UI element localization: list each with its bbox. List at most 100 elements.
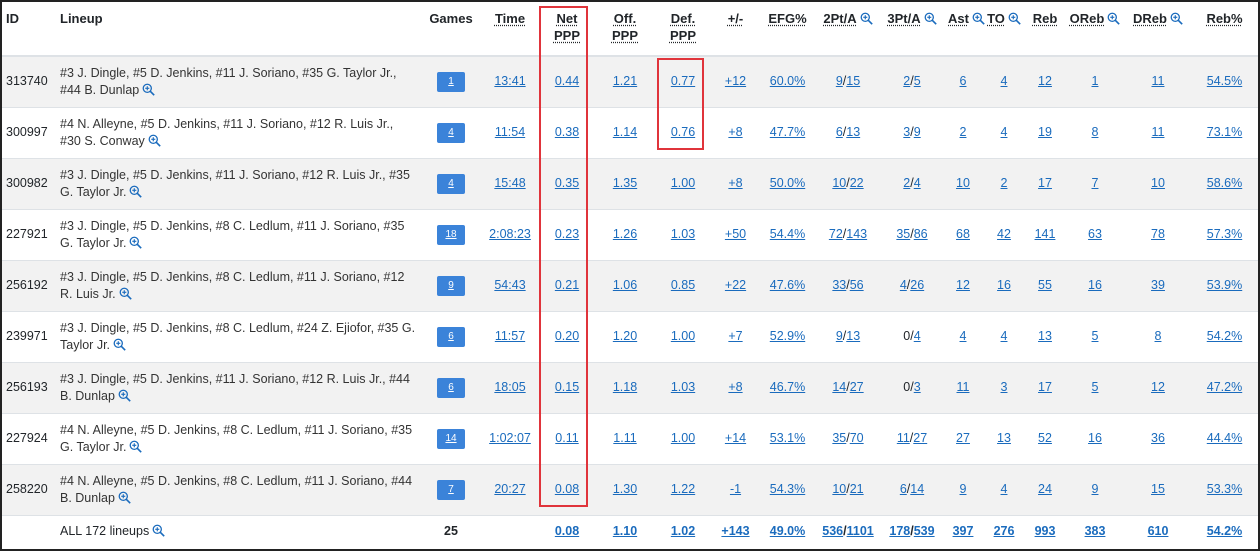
totals-def-ppp[interactable]: 1.02 bbox=[670, 523, 696, 538]
2pt-att-link[interactable]: 15 bbox=[846, 74, 861, 89]
to-link[interactable]: 4 bbox=[1000, 125, 1008, 139]
net-ppp-line1[interactable]: Net bbox=[556, 11, 578, 26]
off-ppp-link[interactable]: 1.11 bbox=[613, 431, 637, 445]
zoom-in-icon[interactable] bbox=[152, 524, 165, 537]
time-link[interactable]: 20:27 bbox=[494, 482, 526, 496]
totals-reb-pct[interactable]: 54.2% bbox=[1206, 523, 1243, 538]
ast-link[interactable]: 10 bbox=[956, 176, 970, 190]
sort-dreb[interactable]: DReb bbox=[1133, 11, 1167, 26]
col-header-time[interactable]: Time bbox=[482, 2, 538, 57]
efg-link[interactable]: 47.6% bbox=[769, 278, 806, 292]
zoom-in-icon[interactable] bbox=[1170, 12, 1183, 25]
zoom-in-icon[interactable] bbox=[860, 12, 873, 25]
col-header-plus-minus[interactable]: +/- bbox=[712, 2, 759, 57]
plus-minus-link[interactable]: +14 bbox=[724, 431, 747, 445]
net-ppp-link[interactable]: 0.21 bbox=[554, 278, 580, 292]
ast-link[interactable]: 2 bbox=[959, 125, 967, 139]
def-ppp-link[interactable]: 1.00 bbox=[670, 329, 696, 343]
games-badge[interactable]: 18 bbox=[437, 224, 465, 245]
totals-reb[interactable]: 993 bbox=[1034, 523, 1056, 538]
net-ppp-link[interactable]: 0.11 bbox=[555, 431, 579, 445]
2pt-made-link[interactable]: 9 bbox=[835, 329, 843, 343]
reb-link[interactable]: 55 bbox=[1038, 278, 1052, 292]
totals-3pt-made[interactable]: 178 bbox=[889, 523, 911, 538]
totals-off-ppp[interactable]: 1.10 bbox=[612, 523, 638, 538]
col-header-efg[interactable]: EFG% bbox=[759, 2, 816, 57]
totals-dreb[interactable]: 610 bbox=[1147, 523, 1169, 538]
oreb-link[interactable]: 5 bbox=[1091, 380, 1099, 394]
2pt-att-link[interactable]: 56 bbox=[849, 278, 864, 292]
3pt-made-link[interactable]: 2 bbox=[903, 74, 911, 89]
totals-plus-minus[interactable]: +143 bbox=[721, 523, 750, 538]
time-link[interactable]: 11:57 bbox=[494, 329, 526, 343]
ast-link[interactable]: 6 bbox=[959, 74, 967, 89]
oreb-link[interactable]: 63 bbox=[1088, 227, 1102, 241]
ast-link[interactable]: 68 bbox=[956, 227, 970, 241]
to-link[interactable]: 13 bbox=[997, 431, 1011, 445]
oreb-link[interactable]: 16 bbox=[1088, 278, 1102, 292]
plus-minus-link[interactable]: +7 bbox=[728, 329, 743, 343]
oreb-link[interactable]: 8 bbox=[1091, 125, 1099, 139]
games-badge[interactable]: 4 bbox=[437, 122, 465, 143]
plus-minus-link[interactable]: -1 bbox=[729, 482, 742, 496]
2pt-made-link[interactable]: 10 bbox=[832, 482, 847, 496]
dreb-link[interactable]: 11 bbox=[1151, 125, 1165, 139]
zoom-in-icon[interactable] bbox=[118, 491, 131, 504]
sort-time[interactable]: Time bbox=[494, 11, 526, 26]
totals-efg[interactable]: 49.0% bbox=[769, 523, 806, 538]
efg-link[interactable]: 53.1% bbox=[769, 431, 806, 445]
reb-pct-link[interactable]: 47.2% bbox=[1206, 380, 1243, 394]
def-ppp-link[interactable]: 0.77 bbox=[670, 74, 696, 89]
net-ppp-link[interactable]: 0.20 bbox=[554, 329, 580, 343]
3pt-made-link[interactable]: 2 bbox=[903, 176, 911, 190]
oreb-link[interactable]: 5 bbox=[1091, 329, 1099, 343]
reb-pct-link[interactable]: 54.2% bbox=[1206, 329, 1243, 343]
sort-3pt[interactable]: 3Pt/A bbox=[887, 11, 921, 26]
plus-minus-link[interactable]: +12 bbox=[724, 74, 747, 89]
col-header-off-ppp[interactable]: Off. PPP bbox=[596, 2, 654, 57]
zoom-in-icon[interactable] bbox=[118, 389, 131, 402]
reb-pct-link[interactable]: 53.9% bbox=[1206, 278, 1243, 292]
col-header-ast[interactable]: Ast bbox=[944, 2, 985, 57]
totals-oreb[interactable]: 383 bbox=[1084, 523, 1106, 538]
ast-link[interactable]: 11 bbox=[956, 380, 970, 394]
zoom-in-icon[interactable] bbox=[1107, 12, 1121, 25]
dreb-link[interactable]: 10 bbox=[1151, 176, 1165, 190]
col-header-oreb[interactable]: OReb bbox=[1064, 2, 1126, 57]
2pt-att-link[interactable]: 70 bbox=[849, 431, 864, 445]
sort-2pt[interactable]: 2Pt/A bbox=[823, 11, 857, 26]
zoom-in-icon[interactable] bbox=[119, 287, 132, 300]
totals-2pt-made[interactable]: 536 bbox=[822, 523, 844, 538]
def-ppp-link[interactable]: 1.22 bbox=[670, 482, 696, 496]
2pt-att-link[interactable]: 143 bbox=[846, 227, 868, 241]
2pt-made-link[interactable]: 6 bbox=[835, 125, 843, 139]
dreb-link[interactable]: 11 bbox=[1151, 74, 1165, 89]
zoom-in-icon[interactable] bbox=[129, 185, 143, 198]
sort-reb-pct[interactable]: Reb% bbox=[1206, 11, 1243, 26]
col-header-dreb[interactable]: DReb bbox=[1126, 2, 1190, 57]
3pt-att-link[interactable]: 86 bbox=[913, 227, 928, 241]
zoom-in-icon[interactable] bbox=[129, 440, 143, 453]
games-badge[interactable]: 1 bbox=[437, 71, 465, 92]
reb-link[interactable]: 12 bbox=[1038, 74, 1052, 89]
net-ppp-link[interactable]: 0.15 bbox=[554, 380, 580, 394]
reb-pct-link[interactable]: 44.4% bbox=[1206, 431, 1243, 445]
def-ppp-link[interactable]: 0.76 bbox=[670, 125, 696, 139]
2pt-made-link[interactable]: 14 bbox=[832, 380, 847, 394]
col-header-2pt[interactable]: 2Pt/A bbox=[816, 2, 880, 57]
ast-link[interactable]: 9 bbox=[959, 482, 967, 496]
oreb-link[interactable]: 1 bbox=[1091, 74, 1099, 89]
2pt-made-link[interactable]: 10 bbox=[832, 176, 847, 190]
to-link[interactable]: 4 bbox=[1000, 329, 1008, 343]
to-link[interactable]: 42 bbox=[997, 227, 1011, 241]
time-link[interactable]: 54:43 bbox=[494, 278, 526, 292]
games-badge[interactable]: 6 bbox=[437, 326, 465, 347]
reb-pct-link[interactable]: 57.3% bbox=[1206, 227, 1243, 241]
off-ppp-link[interactable]: 1.26 bbox=[612, 227, 638, 241]
totals-ast[interactable]: 397 bbox=[952, 523, 974, 538]
reb-link[interactable]: 13 bbox=[1038, 329, 1052, 343]
time-link[interactable]: 18:05 bbox=[494, 380, 526, 394]
3pt-att-link[interactable]: 3 bbox=[913, 380, 921, 394]
2pt-made-link[interactable]: 72 bbox=[828, 227, 843, 241]
efg-link[interactable]: 47.7% bbox=[769, 125, 806, 139]
